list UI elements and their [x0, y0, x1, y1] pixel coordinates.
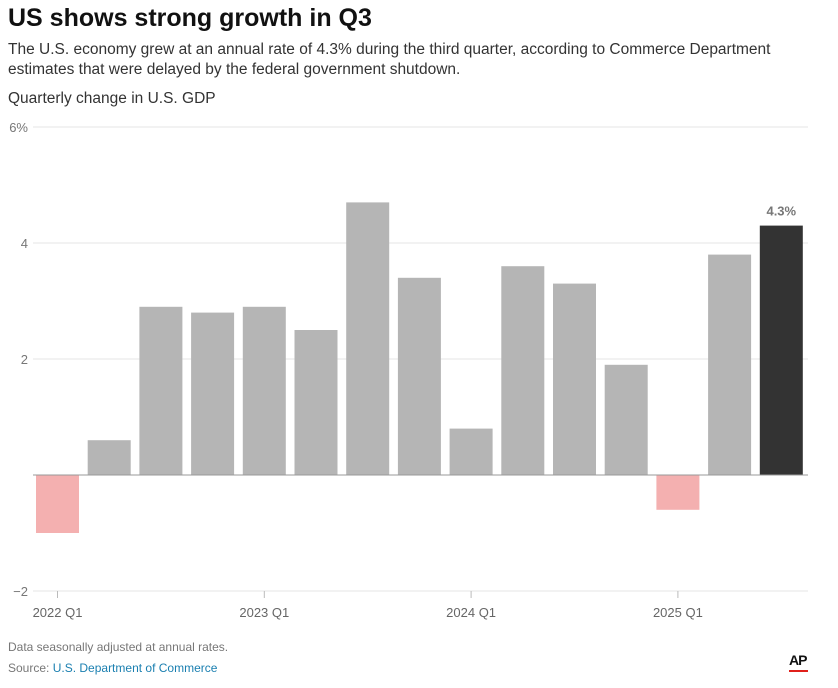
bar-2023-q4 — [397, 277, 441, 475]
bar-2024-q1 — [449, 428, 493, 475]
x-tick-label: 2024 Q1 — [446, 605, 496, 620]
bar-2023-q3 — [346, 202, 390, 475]
bar-2023-q2 — [294, 330, 338, 475]
bar-2022-q4 — [191, 312, 235, 475]
bar-2022-q1 — [36, 475, 79, 533]
bar-2024-q2 — [501, 266, 545, 475]
y-tick-label: 4 — [21, 236, 28, 251]
chart-title: Quarterly change in U.S. GDP — [8, 90, 216, 107]
bar-2022-q3 — [139, 306, 183, 475]
y-tick-label: 2 — [21, 352, 28, 367]
ap-logo-underline — [789, 670, 808, 672]
x-tick-label: 2022 Q1 — [33, 605, 83, 620]
y-tick-label: 6% — [9, 120, 28, 135]
source-link[interactable]: U.S. Department of Commerce — [52, 661, 218, 675]
bar-2022-q2 — [87, 440, 131, 475]
bar-2025-q2 — [708, 254, 752, 475]
source-label: Source: — [8, 661, 50, 675]
bar-2024-q3 — [553, 283, 596, 475]
subtitle: The U.S. economy grew at an annual rate … — [8, 41, 771, 78]
page-title: US shows strong growth in Q3 — [8, 4, 372, 32]
bar-2025-q1 — [656, 475, 700, 510]
bar-2024-q4 — [604, 364, 648, 475]
bar-2023-q1 — [242, 306, 286, 475]
data-label: 4.3% — [766, 204, 796, 219]
bar-2025-q3 — [759, 225, 803, 475]
footnote: Data seasonally adjusted at annual rates… — [8, 640, 229, 654]
y-tick-label: −2 — [13, 584, 28, 599]
ap-logo: AP — [789, 652, 807, 668]
x-tick-label: 2023 Q1 — [239, 605, 289, 620]
x-tick-label: 2025 Q1 — [653, 605, 703, 620]
source-line: Source: U.S. Department of Commerce — [8, 661, 217, 675]
